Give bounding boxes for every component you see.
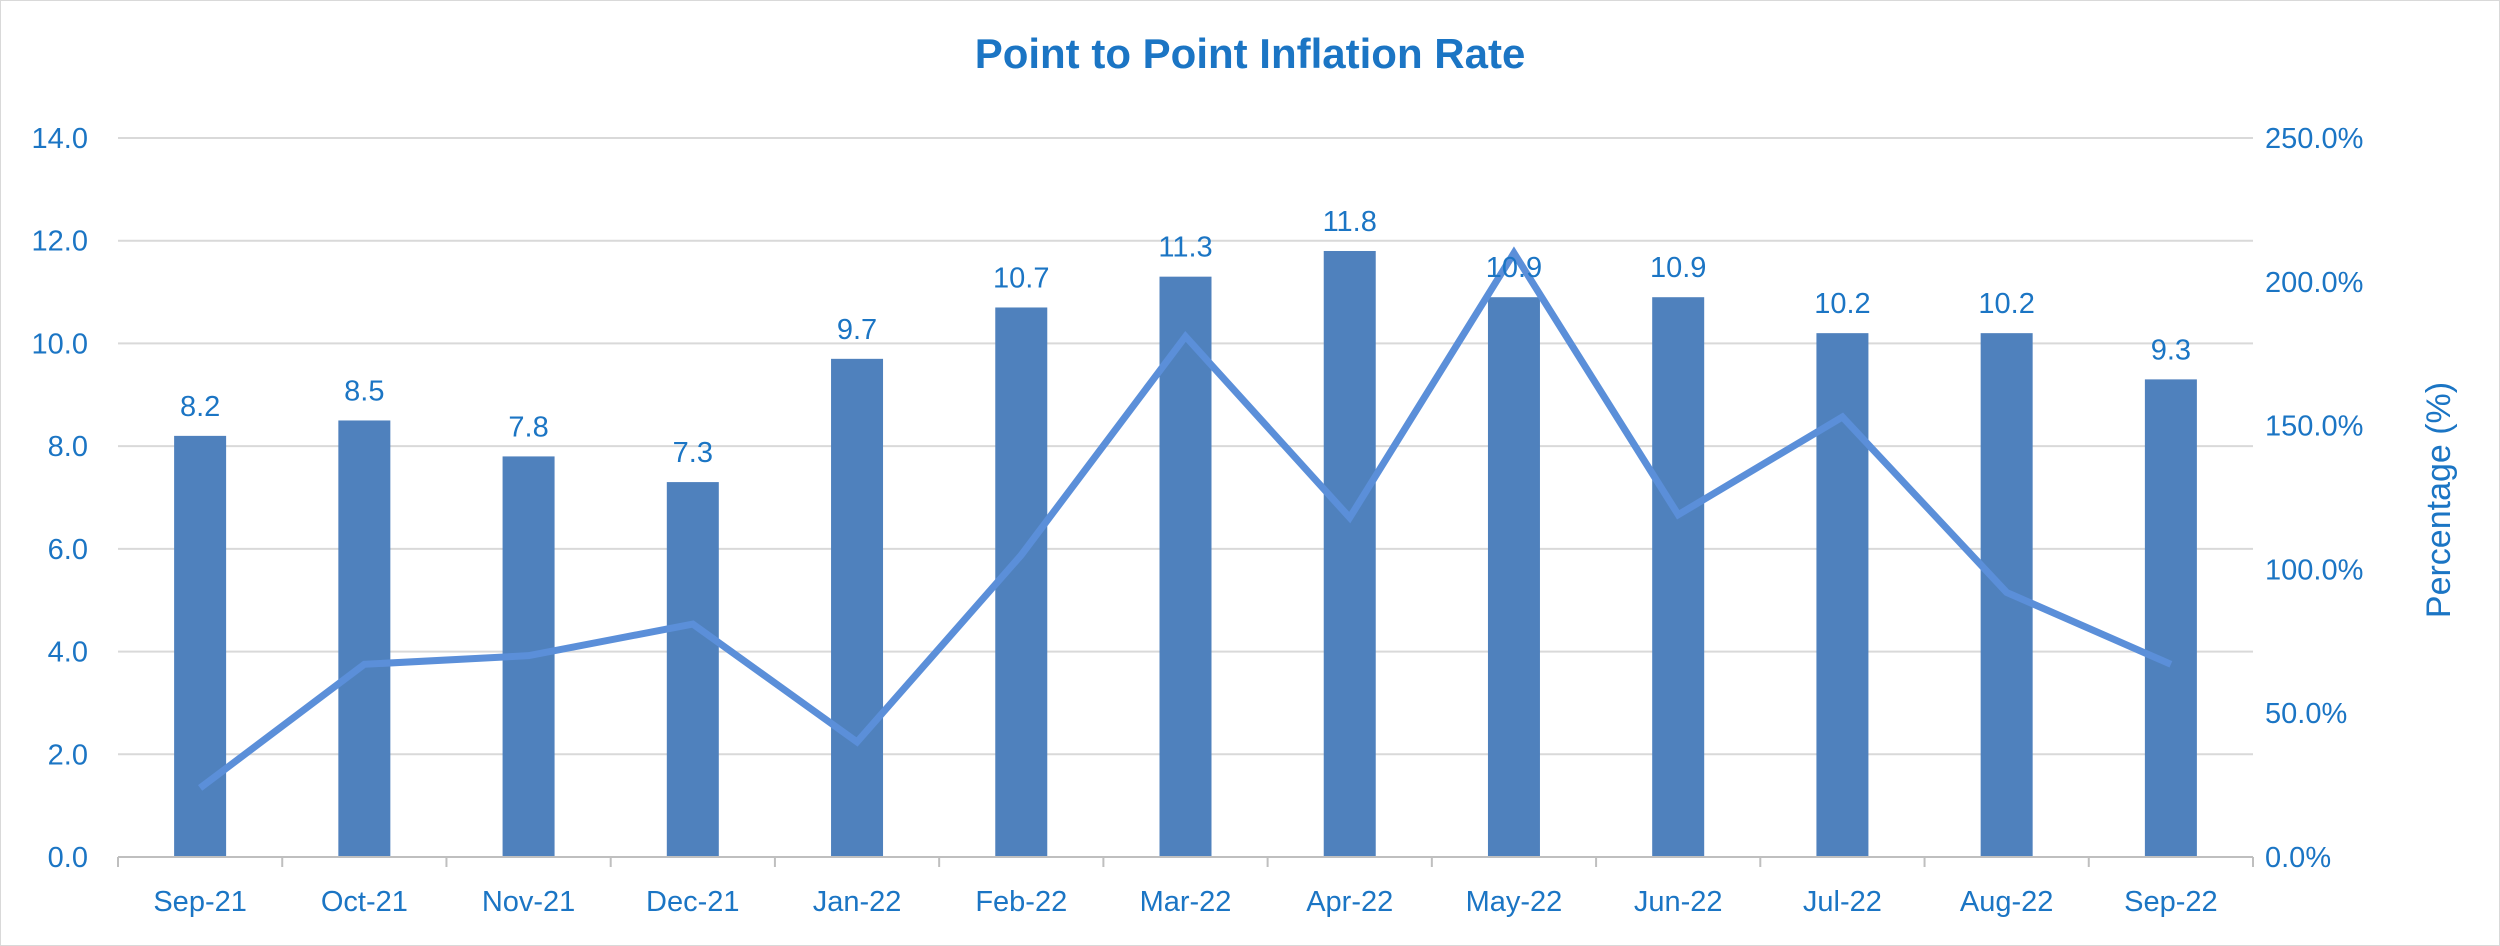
- y-right-tick-label: 250.0%: [2265, 123, 2363, 155]
- x-tick-label: Nov-21: [482, 886, 576, 918]
- x-tick-label: Dec-21: [646, 886, 740, 918]
- data-labels: 8.2 8.5 7.8 7.3 9.7 10.7 11.3 11.8 10.9 10.9 10.2 1…: [180, 206, 2191, 469]
- bar-data-label: 7.8: [508, 411, 548, 443]
- x-tick-label: Jan-22: [813, 886, 902, 918]
- bar-data-label: 8.2: [180, 391, 220, 423]
- line-series: [198, 246, 2173, 791]
- y-right-tick-label: 0.0%: [2265, 842, 2331, 874]
- bar-data-label: 11.3: [1158, 232, 1212, 264]
- x-tick-label: Sep-22: [2124, 886, 2218, 918]
- y-right-tick-label: 100.0%: [2265, 554, 2363, 586]
- x-tick-label: May-22: [1466, 886, 1563, 918]
- y-left-tick-label: 12.0: [32, 226, 88, 258]
- y-left-tick-label: 4.0: [48, 637, 88, 669]
- bar-series: [174, 250, 2197, 858]
- bar-data-label: 10.9: [1486, 252, 1542, 284]
- line-path: [198, 246, 2173, 791]
- x-tick-label: Oct-21: [321, 886, 408, 918]
- x-tick-label: Feb-22: [975, 886, 1067, 918]
- bar-data-label: 10.2: [1978, 288, 2034, 320]
- bar: [1487, 297, 1540, 857]
- x-tick-label: Mar-22: [1140, 886, 1232, 918]
- bar: [666, 482, 719, 857]
- y-left-tick-label: 0.0: [48, 842, 88, 874]
- bar-data-label: 7.3: [673, 437, 713, 469]
- x-tick-label: Apr-22: [1306, 886, 1393, 918]
- bar: [1159, 276, 1212, 857]
- bar: [1323, 250, 1376, 857]
- bar: [338, 420, 391, 857]
- bar-data-label: 9.7: [837, 314, 877, 346]
- bar-data-label: 9.3: [2151, 334, 2191, 366]
- bar-data-label: 10.2: [1814, 288, 1870, 320]
- x-tick-label: Jul-22: [1803, 886, 1882, 918]
- bar-data-label: 11.8: [1323, 206, 1377, 238]
- x-tick-label: Sep-21: [153, 886, 247, 918]
- y-left-tick-label: 10.0: [32, 328, 88, 360]
- bar: [1816, 333, 1869, 858]
- y-right-tick-label: 200.0%: [2265, 267, 2363, 299]
- x-tick-label: Aug-22: [1960, 886, 2054, 918]
- bar-data-label: 10.7: [993, 262, 1049, 294]
- bar: [831, 358, 884, 857]
- bar: [995, 307, 1048, 857]
- y-right-tick-label: 150.0%: [2265, 411, 2363, 443]
- y2-axis-title: Percentage (%): [2420, 382, 2458, 618]
- bar: [1652, 297, 1705, 857]
- y-left-tick-label: 2.0: [48, 739, 88, 771]
- y-left-tick-label: 14.0: [32, 123, 88, 155]
- chart-title: Point to Point Inflation Rate: [974, 30, 1526, 77]
- x-tick-label: Jun-22: [1634, 886, 1723, 918]
- bar: [2144, 379, 2197, 857]
- y-right-tick-label: 50.0%: [2265, 698, 2347, 730]
- bar-data-label: 10.9: [1650, 252, 1706, 284]
- bar-data-label: 8.5: [344, 375, 384, 407]
- y-left-tick-label: 8.0: [48, 431, 88, 463]
- axes: 0.0 2.0 4.0 6.0 8.0 10.0 12.0 14.0 0.0% 50.0% 100.…: [32, 123, 2364, 918]
- bar: [174, 435, 227, 857]
- y-left-tick-label: 6.0: [48, 534, 88, 566]
